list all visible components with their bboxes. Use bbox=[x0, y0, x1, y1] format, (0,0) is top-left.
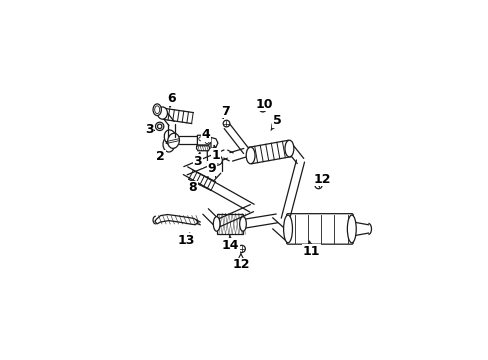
Bar bbox=[216, 213, 243, 234]
Text: 3: 3 bbox=[145, 123, 154, 136]
Text: 8: 8 bbox=[188, 181, 197, 194]
Ellipse shape bbox=[164, 130, 176, 145]
Text: 10: 10 bbox=[255, 98, 272, 111]
Text: 2: 2 bbox=[156, 150, 165, 163]
Wedge shape bbox=[155, 122, 163, 131]
Polygon shape bbox=[197, 135, 210, 145]
Ellipse shape bbox=[283, 215, 292, 243]
Circle shape bbox=[223, 120, 229, 127]
FancyBboxPatch shape bbox=[286, 214, 352, 244]
Ellipse shape bbox=[167, 133, 179, 148]
Text: 6: 6 bbox=[167, 92, 176, 107]
Ellipse shape bbox=[239, 217, 246, 231]
Circle shape bbox=[259, 105, 266, 112]
Circle shape bbox=[238, 245, 245, 252]
Text: 4: 4 bbox=[202, 128, 210, 141]
Ellipse shape bbox=[285, 140, 293, 157]
Ellipse shape bbox=[346, 215, 355, 243]
Text: 5: 5 bbox=[270, 114, 281, 130]
Text: 12: 12 bbox=[313, 172, 331, 186]
Text: 3: 3 bbox=[193, 153, 202, 167]
Ellipse shape bbox=[245, 147, 255, 164]
Polygon shape bbox=[210, 138, 218, 149]
Text: 7: 7 bbox=[220, 105, 229, 118]
Text: 1: 1 bbox=[211, 145, 220, 162]
Text: 11: 11 bbox=[302, 241, 320, 258]
Wedge shape bbox=[212, 155, 222, 165]
Text: 12: 12 bbox=[232, 254, 249, 271]
Polygon shape bbox=[155, 215, 198, 225]
Text: 9: 9 bbox=[207, 162, 216, 175]
Text: 14: 14 bbox=[222, 235, 239, 252]
Ellipse shape bbox=[213, 217, 220, 231]
Text: 13: 13 bbox=[177, 233, 195, 247]
Polygon shape bbox=[196, 146, 209, 151]
Circle shape bbox=[314, 181, 322, 189]
Ellipse shape bbox=[163, 137, 174, 152]
Ellipse shape bbox=[153, 104, 161, 116]
Ellipse shape bbox=[157, 107, 167, 119]
